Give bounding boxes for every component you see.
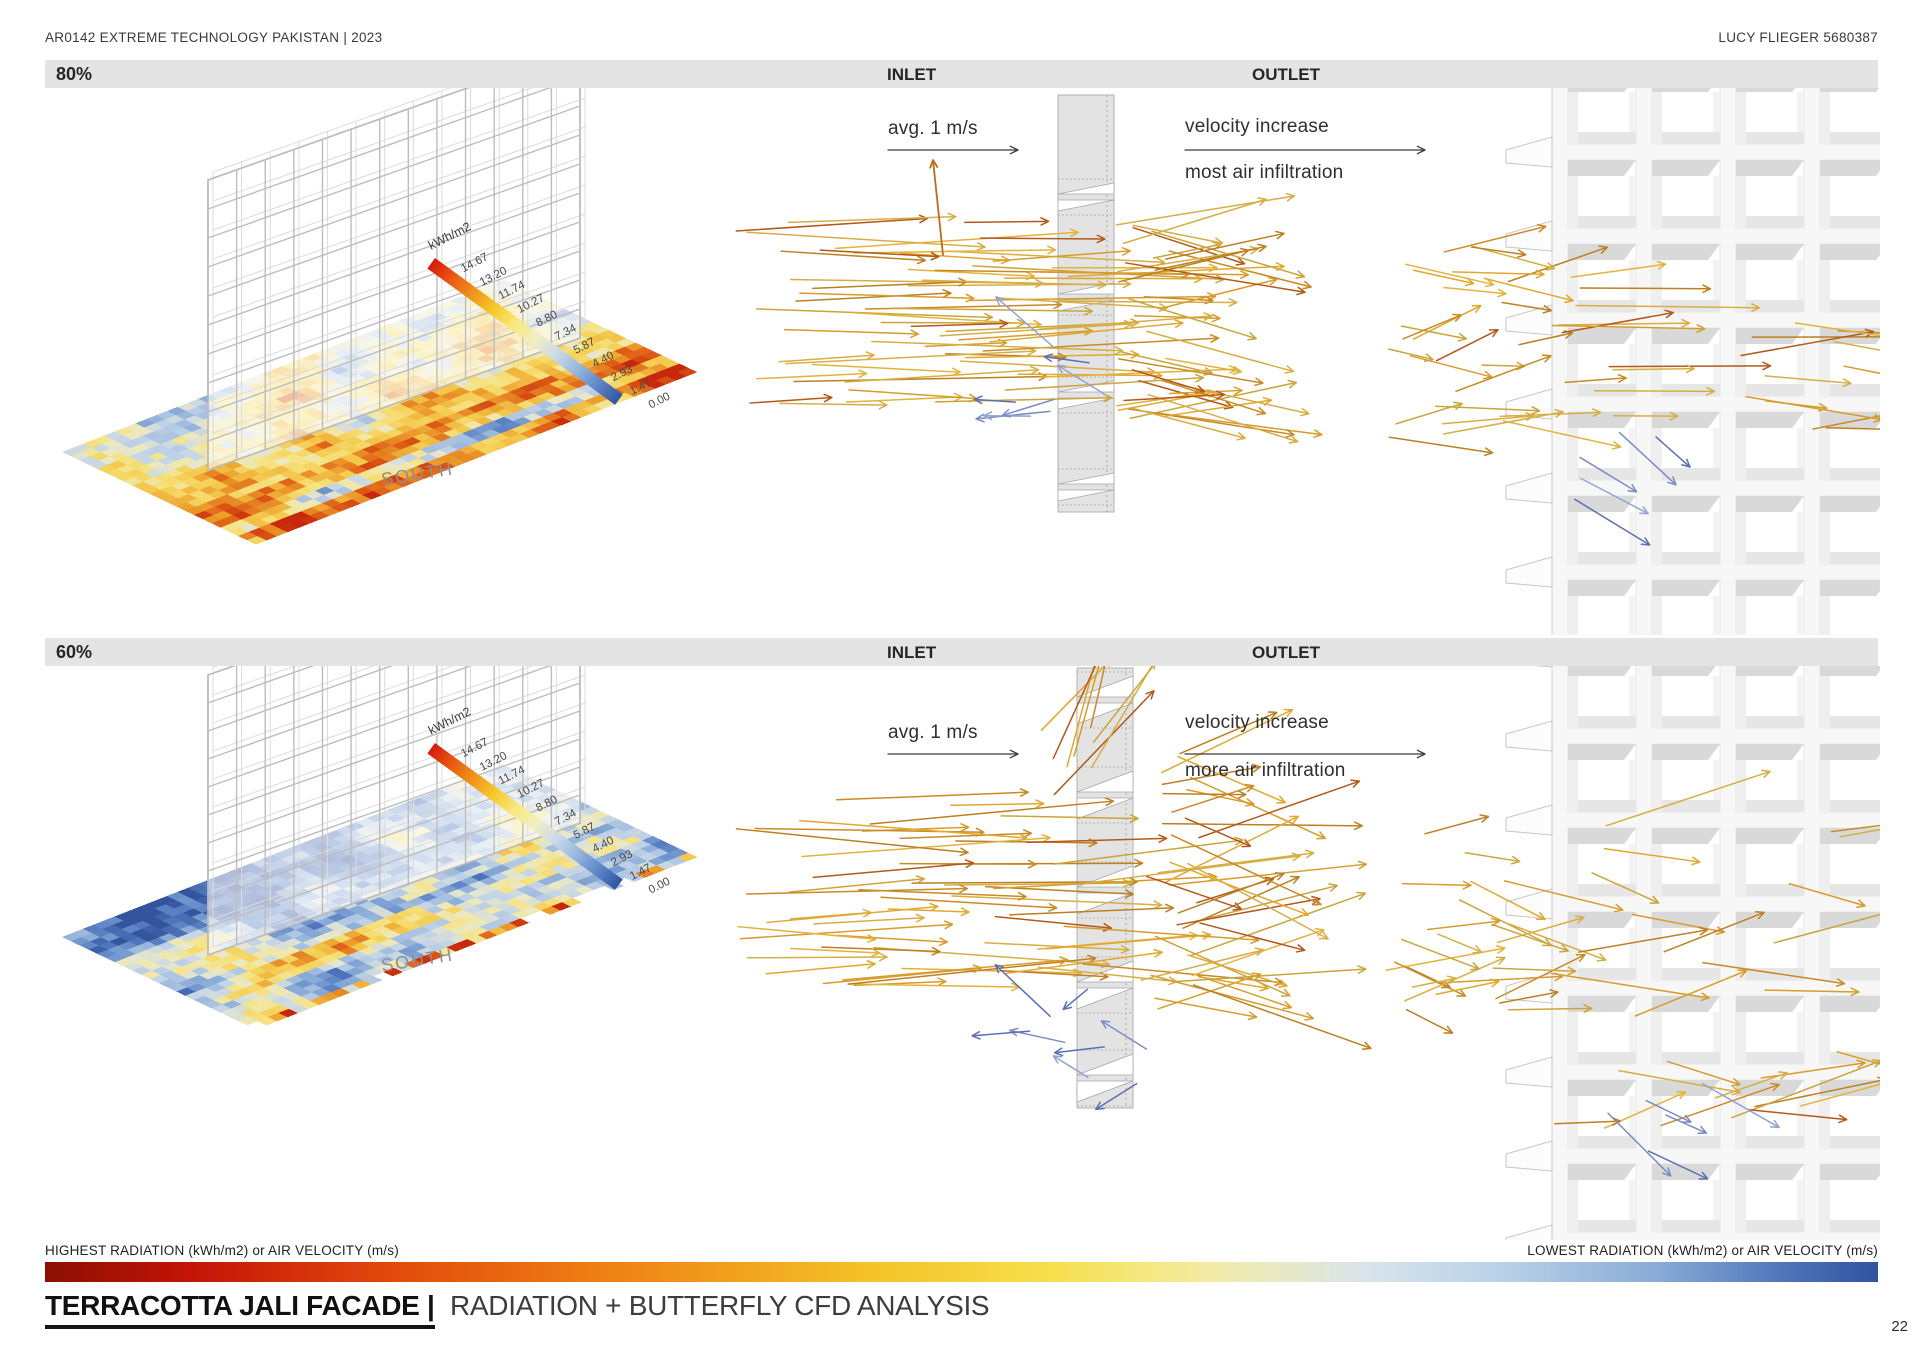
porosity-label: 80% <box>56 64 93 84</box>
avg-velocity-label: avg. 1 m/s <box>888 118 978 139</box>
velocity-increase-label: velocity increase <box>1185 712 1329 733</box>
page-title: TERRACOTTA JALI FACADE | RADIATION + BUT… <box>45 1290 990 1329</box>
jali-grid-wall <box>207 88 586 472</box>
course-label: AR0142 EXTREME TECHNOLOGY PAKISTAN | 202… <box>45 30 383 45</box>
air-infiltration-label: more air infiltration <box>1185 760 1346 781</box>
jali-3d-lattice <box>1505 666 1880 1240</box>
facade-wall-section <box>1076 667 1134 1109</box>
analysis-row-80-diagram: kWh/m214.6713.2011.7410.278.807.345.874.… <box>62 88 1880 635</box>
velocity-increase-label: velocity increase <box>1185 116 1329 137</box>
outlet-label: OUTLET <box>1252 65 1320 84</box>
gradient-label-lowest: LOWEST RADIATION (kWh/m2) or AIR VELOCIT… <box>1527 1243 1878 1258</box>
author-label: LUCY FLIEGER 5680387 <box>1718 30 1878 45</box>
section-bar-60: 60% INLET OUTLET <box>45 638 1878 666</box>
legend-value-label: 0.00 <box>647 876 672 897</box>
section-bar-80: 80% INLET OUTLET <box>45 60 1878 88</box>
analysis-row-60-diagram: kWh/m214.6713.2011.7410.278.807.345.874.… <box>62 666 1880 1240</box>
radiation-heatmap <box>62 279 698 545</box>
avg-velocity-label: avg. 1 m/s <box>888 722 978 743</box>
inlet-label: INLET <box>887 65 937 84</box>
air-infiltration-label: most air infiltration <box>1185 162 1344 183</box>
jali-grid-wall <box>207 666 586 957</box>
page-number: 22 <box>1891 1318 1908 1335</box>
gradient-label-highest: HIGHEST RADIATION (kWh/m2) or AIR VELOCI… <box>45 1243 399 1258</box>
radiation-velocity-gradient-bar <box>45 1262 1878 1282</box>
outlet-label: OUTLET <box>1252 643 1320 662</box>
porosity-label: 60% <box>56 642 93 662</box>
page-title-bold: TERRACOTTA JALI FACADE | <box>45 1290 435 1329</box>
page-title-regular: RADIATION + BUTTERFLY CFD ANALYSIS <box>450 1290 990 1321</box>
legend-value-label: 0.00 <box>647 391 672 412</box>
cfd-arrow-field <box>735 666 1880 1180</box>
jali-3d-lattice <box>1505 88 1880 635</box>
inlet-label: INLET <box>887 643 937 662</box>
cfd-arrow-field <box>735 145 1880 546</box>
